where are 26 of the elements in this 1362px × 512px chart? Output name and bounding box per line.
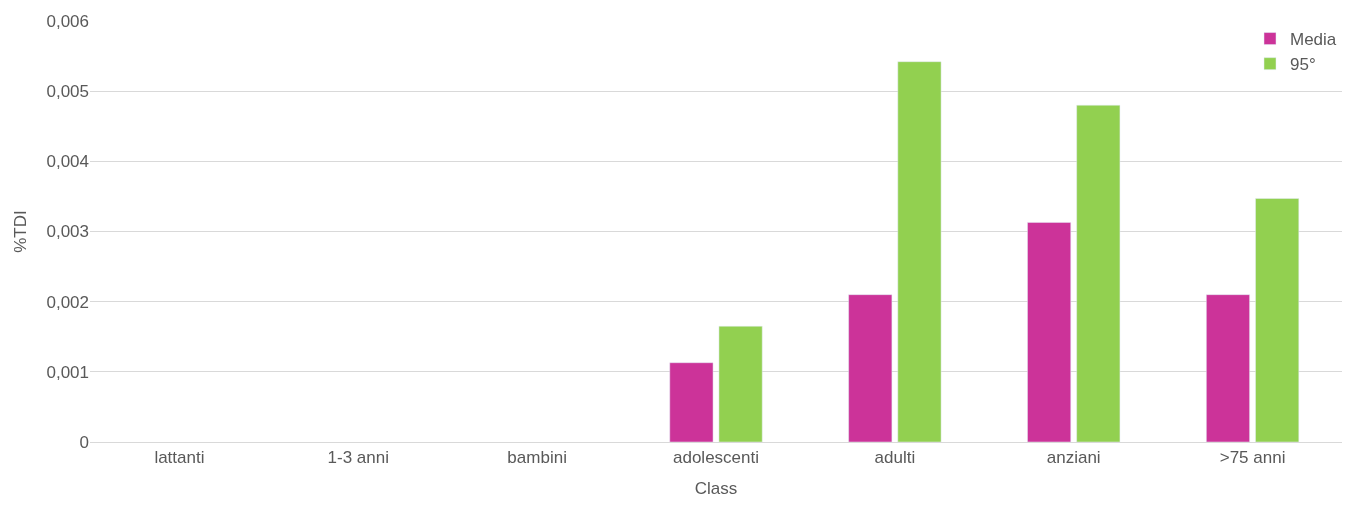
- bar: [1255, 198, 1300, 442]
- y-tick-label: 0: [79, 432, 89, 452]
- bar: [897, 61, 942, 442]
- legend-label: Media: [1290, 30, 1337, 50]
- bar: [1076, 104, 1121, 442]
- x-axis-title: Class: [694, 478, 738, 498]
- y-tick-label: 0,004: [46, 152, 89, 172]
- x-tick-label: lattanti: [154, 448, 205, 468]
- y-axis-title: %TDI: [11, 210, 30, 253]
- bar: [1206, 294, 1250, 442]
- x-tick-label: bambini: [507, 448, 567, 468]
- bar: [1027, 222, 1072, 442]
- y-tick-label: 0,005: [46, 82, 89, 102]
- legend-label: 95°: [1290, 55, 1316, 75]
- y-tick-label: 0,006: [46, 11, 89, 31]
- x-tick-label: adolescenti: [672, 448, 760, 468]
- bar: [718, 325, 763, 442]
- x-tick-label: adulti: [874, 448, 916, 468]
- y-tick-label: 0,003: [46, 222, 89, 242]
- bar: [848, 294, 893, 442]
- x-tick-label: 1-3 anni: [327, 448, 390, 468]
- x-tick-label: >75 anni: [1219, 448, 1286, 468]
- bar: [669, 362, 714, 442]
- y-tick-label: 0,001: [46, 362, 89, 382]
- y-tick-label: 0,002: [46, 292, 89, 312]
- x-tick-label: anziani: [1046, 448, 1101, 468]
